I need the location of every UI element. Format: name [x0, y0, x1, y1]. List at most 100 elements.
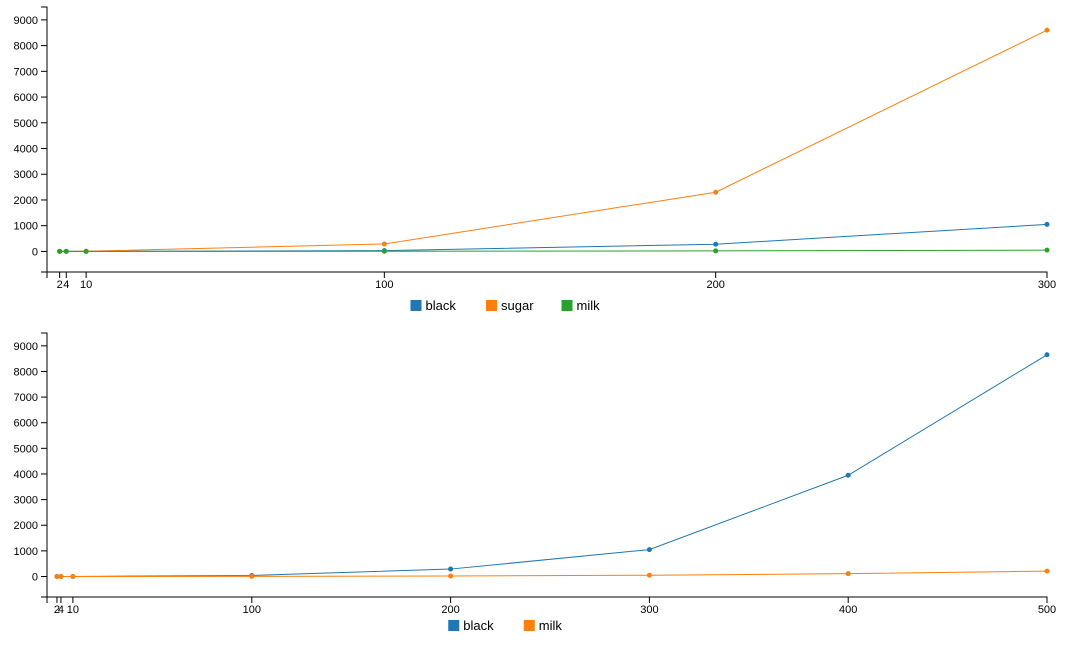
- y-tick-label: 0: [32, 571, 38, 583]
- data-point-sugar: [1044, 27, 1050, 33]
- x-tick: 300: [1038, 272, 1056, 291]
- x-tick: 300: [640, 597, 659, 616]
- y-tick: 5000: [14, 118, 47, 130]
- y-tick: 1000: [14, 221, 47, 233]
- y-tick: 7000: [14, 66, 47, 78]
- x-tick-label: 100: [243, 604, 261, 616]
- data-point-milk: [63, 248, 69, 254]
- data-point-sugar: [713, 189, 719, 195]
- x-tick-label: 4: [58, 604, 64, 616]
- y-tick: 4000: [14, 469, 47, 481]
- y-tick: 9000: [14, 15, 47, 27]
- legend-swatch: [410, 300, 422, 311]
- y-tick-label: 2000: [14, 520, 38, 532]
- data-point-milk: [646, 572, 652, 578]
- y-tick-label: 1000: [14, 221, 38, 233]
- data-point-milk: [845, 571, 851, 577]
- x-tick-label: 10: [80, 279, 92, 291]
- data-point-black: [713, 241, 719, 247]
- x-axis: 24 10 100 200 300 400 500: [46, 596, 1056, 616]
- y-axis-line: [41, 6, 48, 273]
- series-black: [54, 352, 1050, 579]
- x-tick: 4: [58, 597, 64, 616]
- x-axis: 2 4 10 100 200 300: [46, 271, 1056, 291]
- x-tick: 100: [243, 597, 261, 616]
- series-black: [57, 221, 1050, 254]
- legend-label: milk: [539, 618, 563, 633]
- y-tick: 0: [32, 571, 47, 583]
- data-point-milk: [1044, 247, 1050, 253]
- series-line-black: [59, 223, 1048, 252]
- y-axis: 0 1000 2000 3000 4000 5000 6000 7000 8000 9000: [14, 332, 48, 598]
- x-axis-line: [46, 271, 1048, 278]
- y-tick-label: 6000: [14, 418, 38, 430]
- x-tick-label: 200: [441, 604, 459, 616]
- y-tick: 6000: [14, 418, 47, 430]
- x-tick: 10: [80, 272, 92, 291]
- y-tick-label: 1000: [14, 546, 38, 558]
- y-tick-label: 6000: [14, 92, 38, 104]
- x-tick-label: 4: [63, 279, 69, 291]
- legend-label: black: [426, 298, 457, 313]
- data-point-sugar: [381, 241, 387, 247]
- series-milk: [54, 568, 1050, 579]
- legend-item-black: black: [410, 298, 457, 313]
- legend-item-milk: milk: [561, 298, 601, 313]
- legend-label: black: [463, 618, 494, 633]
- x-tick: 100: [375, 272, 394, 291]
- legend-swatch: [448, 620, 460, 631]
- y-tick-label: 7000: [14, 66, 38, 78]
- data-point-milk: [381, 248, 387, 254]
- x-tick: 10: [67, 597, 79, 616]
- x-tick-label: 300: [1038, 279, 1056, 291]
- data-point-milk: [57, 248, 63, 254]
- y-tick-label: 5000: [14, 443, 38, 455]
- y-tick: 3000: [14, 495, 47, 507]
- legend-item-sugar: sugar: [486, 298, 534, 313]
- legend: black sugar milk: [410, 298, 601, 313]
- x-tick: 2: [57, 272, 63, 291]
- series-line-sugar: [59, 29, 1048, 252]
- legend-label: milk: [577, 298, 601, 313]
- data-point-milk: [1044, 568, 1050, 574]
- y-tick: 5000: [14, 443, 47, 455]
- y-tick-label: 4000: [14, 144, 38, 156]
- data-point-milk: [58, 573, 64, 579]
- y-tick-label: 2000: [14, 195, 38, 207]
- y-tick-label: 3000: [14, 495, 38, 507]
- data-point-milk: [70, 573, 76, 579]
- data-point-milk: [713, 248, 719, 254]
- y-tick: 0: [32, 246, 47, 258]
- y-tick: 8000: [14, 366, 47, 378]
- x-tick-label: 10: [67, 604, 79, 616]
- legend: black milk: [448, 618, 562, 633]
- data-point-milk: [83, 248, 89, 254]
- series-milk: [57, 247, 1050, 254]
- x-tick: 400: [839, 597, 857, 616]
- data-point-milk: [249, 573, 255, 579]
- y-tick-label: 5000: [14, 118, 38, 130]
- legend-label: sugar: [501, 298, 534, 313]
- legend-swatch: [523, 620, 535, 631]
- y-axis: 0 1000 2000 3000 4000 5000 6000 7000 8000 9000: [14, 6, 48, 273]
- x-tick: 4: [63, 272, 69, 291]
- y-tick-label: 9000: [14, 341, 38, 353]
- x-tick: 200: [706, 272, 725, 291]
- x-tick-label: 300: [640, 604, 658, 616]
- y-tick-label: 9000: [14, 15, 38, 27]
- data-point-black: [448, 566, 454, 572]
- x-tick-label: 2: [54, 604, 60, 616]
- y-tick: 9000: [14, 341, 47, 353]
- x-axis-line: [46, 596, 1048, 603]
- data-point-milk: [448, 573, 454, 579]
- y-tick-label: 4000: [14, 469, 38, 481]
- y-axis-line: [41, 332, 48, 598]
- legend-item-milk: milk: [523, 618, 563, 633]
- series-sugar: [57, 27, 1050, 254]
- x-tick-label: 200: [706, 279, 724, 291]
- y-tick-label: 7000: [14, 392, 38, 404]
- y-tick: 2000: [14, 195, 47, 207]
- y-tick-label: 0: [32, 246, 38, 258]
